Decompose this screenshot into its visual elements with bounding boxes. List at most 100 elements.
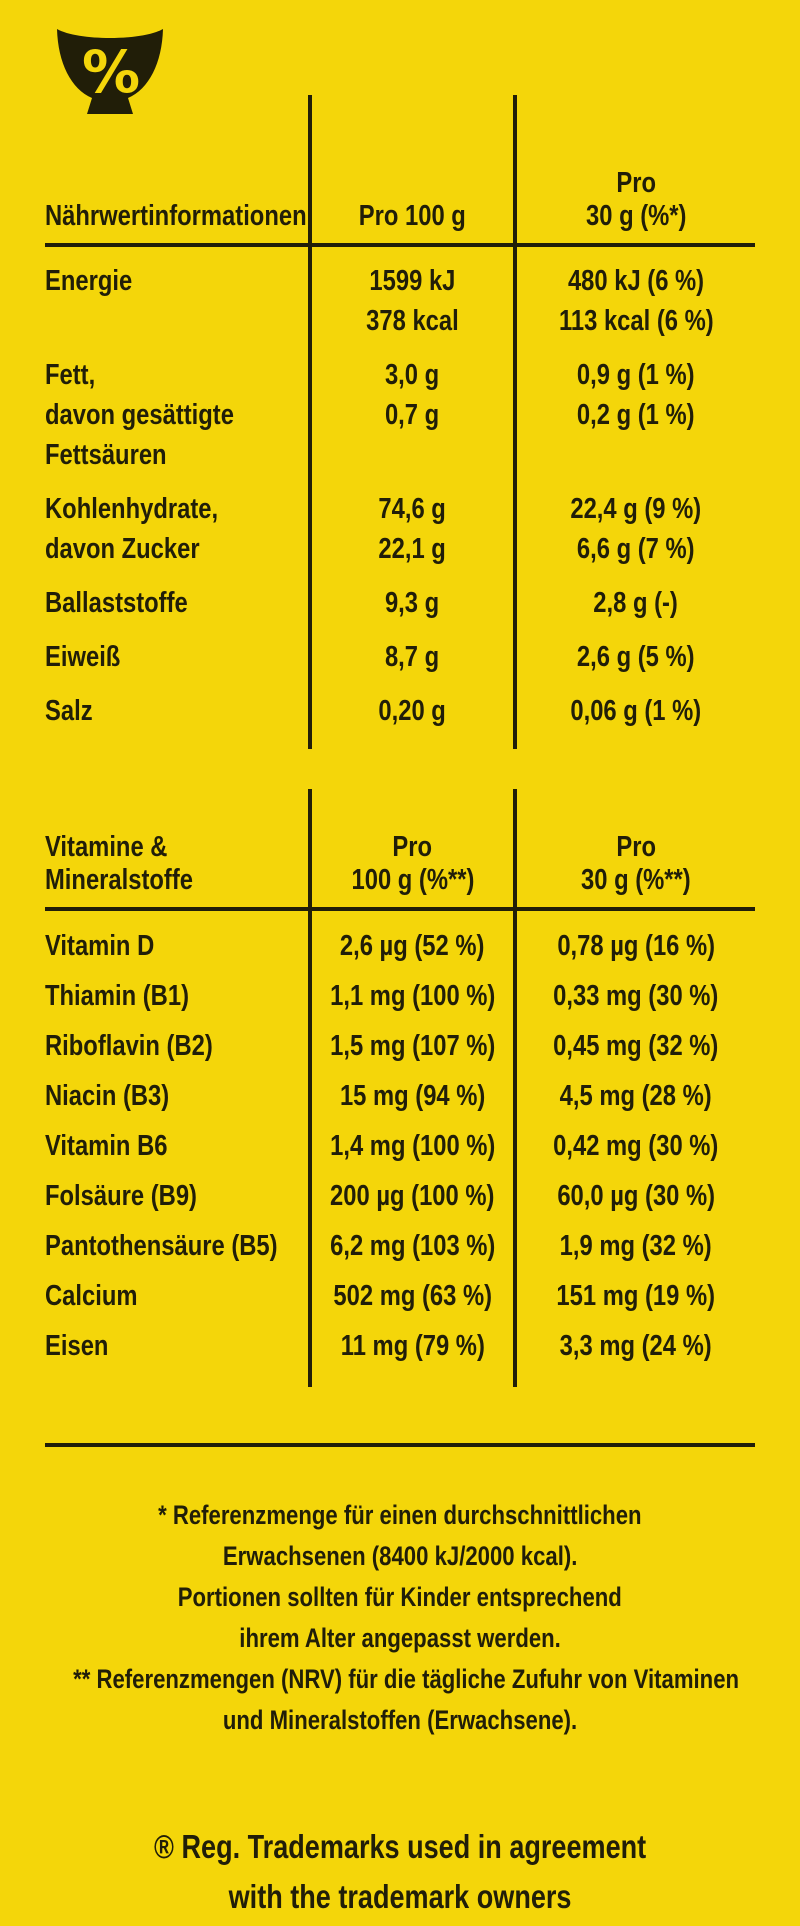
table-bottom-rule xyxy=(45,1443,755,1447)
vitamins-table-header: Vitamine & Mineralstoffe Pro 100 g (%**)… xyxy=(45,789,755,911)
per-30g-cell: 0,06 g (1 %) xyxy=(513,677,755,749)
vitamin-row-thiamin: Thiamin (B1) 1,1 mg (100 %) 0,33 mg (30 … xyxy=(45,971,755,1021)
footnote-line: Erwachsenen (8400 kJ/2000 kcal). xyxy=(222,1541,578,1571)
per-30g-cell: 151 mg (19 %) xyxy=(513,1271,755,1321)
trademark-notice: ® Reg. Trademarks used in agreement with… xyxy=(0,1822,800,1922)
vitamin-label-cell: Vitamin B6 xyxy=(45,1121,308,1171)
header-cell-per-30g: Pro 30 g (%*) xyxy=(513,95,755,243)
nutrient-label: davon gesättigte xyxy=(45,399,234,431)
per-100g-cell: 6,2 mg (103 %) xyxy=(308,1221,513,1271)
vitamin-row-niacin: Niacin (B3) 15 mg (94 %) 4,5 mg (28 %) xyxy=(45,1071,755,1121)
per-30g-value: 0,33 mg (30 %) xyxy=(553,980,719,1012)
nutrient-label: Kohlenhydrate, xyxy=(45,493,219,525)
per-100g-value: 11 mg (79 %) xyxy=(340,1330,485,1362)
header-cell-info: Nährwertinformationen xyxy=(45,95,308,243)
per-30g-value: 3,3 mg (24 %) xyxy=(560,1330,712,1362)
per-30g-value: 0,42 mg (30 %) xyxy=(553,1130,719,1162)
vitamins-table-title-line1: Vitamine & xyxy=(45,831,168,863)
vitamin-label-cell: Calcium xyxy=(45,1271,308,1321)
per-30g-cell: 1,9 mg (32 %) xyxy=(513,1221,755,1271)
vitamin-label: Calcium xyxy=(45,1280,138,1312)
vitamin-label-cell: Pantothensäure (B5) xyxy=(45,1221,308,1271)
nutrient-label: Fettsäuren xyxy=(45,439,167,471)
nutrient-row-kohlenhydrate: Kohlenhydrate, davon Zucker 74,6 g 22,1 … xyxy=(45,475,755,569)
nutrient-label-cell: Kohlenhydrate, davon Zucker xyxy=(45,475,308,569)
per-100g-value: 74,6 g xyxy=(378,493,447,525)
vitamin-label: Vitamin B6 xyxy=(45,1130,168,1162)
per-30g-value: 0,45 mg (32 %) xyxy=(553,1030,719,1062)
vitamin-row-folsaeure: Folsäure (B9) 200 µg (100 %) 60,0 µg (30… xyxy=(45,1171,755,1221)
per-100g-cell: 1599 kJ 378 kcal xyxy=(308,247,513,341)
nutrition-table-title: Nährwertinformationen xyxy=(45,200,307,232)
col-header-per-100g-nrv-line2: 100 g (%**) xyxy=(351,864,474,896)
footnotes: * Referenzmenge für einen durchschnittli… xyxy=(0,1495,800,1741)
per-30g-cell: 0,33 mg (30 %) xyxy=(513,971,755,1021)
nutrient-label: Salz xyxy=(45,695,93,727)
per-100g-cell: 11 mg (79 %) xyxy=(308,1321,513,1387)
per-30g-value: 6,6 g (7 %) xyxy=(577,533,695,565)
per-100g-value: 1,4 mg (100 %) xyxy=(330,1130,496,1162)
col-header-per-100g-nrv-line1: Pro xyxy=(392,831,433,863)
per-100g-value: 2,6 µg (52 %) xyxy=(340,930,485,962)
footnote-line: und Mineralstoffen (Erwachsene). xyxy=(222,1705,578,1735)
col-header-per-100g: Pro 100 g xyxy=(358,200,467,232)
per-30g-cell: 4,5 mg (28 %) xyxy=(513,1071,755,1121)
vitamin-label-cell: Vitamin D xyxy=(45,911,308,971)
per-30g-value: 151 mg (19 %) xyxy=(556,1280,716,1312)
per-100g-value: 8,7 g xyxy=(385,641,440,673)
per-100g-value: 200 µg (100 %) xyxy=(330,1180,495,1212)
table-gap xyxy=(45,749,755,789)
footnote-line: ** Referenzmengen (NRV) für die tägliche… xyxy=(73,1664,740,1694)
per-100g-value: 0,7 g xyxy=(385,399,440,431)
per-30g-cell: 3,3 mg (24 %) xyxy=(513,1321,755,1387)
per-100g-cell: 8,7 g xyxy=(308,623,513,677)
per-100g-value: 3,0 g xyxy=(385,359,440,391)
per-30g-value: 480 kJ (6 %) xyxy=(567,265,705,297)
vitamin-label-cell: Riboflavin (B2) xyxy=(45,1021,308,1071)
vitamin-row-pantothensaeure: Pantothensäure (B5) 6,2 mg (103 %) 1,9 m… xyxy=(45,1221,755,1271)
trademark-line: ® Reg. Trademarks used in agreement xyxy=(153,1828,647,1865)
per-100g-value: 9,3 g xyxy=(385,587,440,619)
per-30g-value: 2,6 g (5 %) xyxy=(577,641,695,673)
header-cell-per-30g-nrv: Pro 30 g (%**) xyxy=(513,789,755,907)
vitamin-row-vitamin-d: Vitamin D 2,6 µg (52 %) 0,78 µg (16 %) xyxy=(45,911,755,971)
per-100g-value: 22,1 g xyxy=(378,533,447,565)
per-30g-cell: 0,42 mg (30 %) xyxy=(513,1121,755,1171)
vitamin-label: Riboflavin (B2) xyxy=(45,1030,213,1062)
per-30g-value: 22,4 g (9 %) xyxy=(570,493,702,525)
vitamin-label: Niacin (B3) xyxy=(45,1080,170,1112)
per-100g-cell: 15 mg (94 %) xyxy=(308,1071,513,1121)
per-30g-value: 4,5 mg (28 %) xyxy=(560,1080,712,1112)
per-100g-value: 1,1 mg (100 %) xyxy=(330,980,496,1012)
per-100g-cell: 3,0 g 0,7 g xyxy=(308,341,513,475)
per-30g-value: 1,9 mg (32 %) xyxy=(560,1230,712,1262)
bowl-shape xyxy=(57,29,163,114)
vitamin-label-cell: Folsäure (B9) xyxy=(45,1171,308,1221)
per-100g-value: 0,20 g xyxy=(378,695,447,727)
header-cell-vitamins: Vitamine & Mineralstoffe xyxy=(45,789,308,907)
per-100g-cell: 1,4 mg (100 %) xyxy=(308,1121,513,1171)
col-header-per-30g-line1: Pro xyxy=(616,167,656,199)
per-30g-cell: 0,78 µg (16 %) xyxy=(513,911,755,971)
nutrition-tables: Nährwertinformationen Pro 100 g Pro 30 g… xyxy=(45,95,755,1447)
vitamins-table-body: Vitamin D 2,6 µg (52 %) 0,78 µg (16 %) T… xyxy=(45,911,755,1387)
per-100g-cell: 1,1 mg (100 %) xyxy=(308,971,513,1021)
nutrient-row-salz: Salz 0,20 g 0,06 g (1 %) xyxy=(45,677,755,749)
vitamin-row-riboflavin: Riboflavin (B2) 1,5 mg (107 %) 0,45 mg (… xyxy=(45,1021,755,1071)
nutrient-row-fett: Fett, davon gesättigte Fettsäuren 3,0 g … xyxy=(45,341,755,475)
vitamin-label-cell: Niacin (B3) xyxy=(45,1071,308,1121)
per-100g-cell: 502 mg (63 %) xyxy=(308,1271,513,1321)
nutrient-label-cell: Ballaststoffe xyxy=(45,569,308,623)
per-30g-value: 0,78 µg (16 %) xyxy=(557,930,715,962)
per-30g-cell: 480 kJ (6 %) 113 kcal (6 %) xyxy=(513,247,755,341)
nutrient-label: Ballaststoffe xyxy=(45,587,188,619)
per-30g-cell: 2,6 g (5 %) xyxy=(513,623,755,677)
per-100g-cell: 2,6 µg (52 %) xyxy=(308,911,513,971)
vitamin-row-eisen: Eisen 11 mg (79 %) 3,3 mg (24 %) xyxy=(45,1321,755,1387)
vitamin-label: Folsäure (B9) xyxy=(45,1180,197,1212)
per-30g-value: 2,8 g (-) xyxy=(593,587,679,619)
percent-glyph: % xyxy=(82,38,140,106)
per-30g-value: 0,06 g (1 %) xyxy=(570,695,702,727)
nutrient-label-cell: Energie xyxy=(45,247,308,341)
col-header-per-30g-nrv-line1: Pro xyxy=(616,831,656,863)
